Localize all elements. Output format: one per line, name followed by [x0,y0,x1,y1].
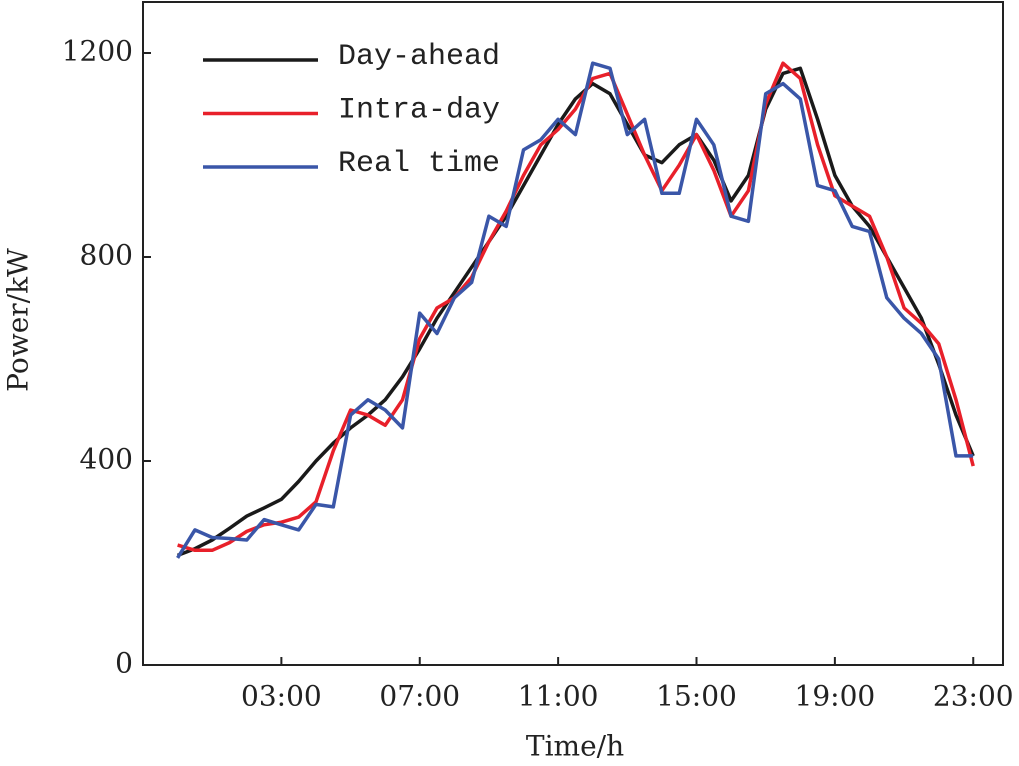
x-tick-label: 07:00 [379,680,460,713]
y-tick-label: 800 [80,239,133,272]
series-line [176,61,974,559]
x-tick-label: 15:00 [656,680,737,713]
y-tick-label: 400 [80,443,133,476]
x-tick-label: 19:00 [795,680,876,713]
legend-label: Day-ahead [338,40,500,74]
x-tick-label: 23:00 [933,680,1014,713]
series-line [176,66,975,558]
x-axis-label: Time/h [526,730,624,763]
y-axis-label: Power/kW [2,248,35,392]
x-tick-label: 11:00 [518,680,599,713]
legend-label: Intra-day [338,93,500,127]
x-tick-label: 03:00 [241,680,322,713]
plot-frame [142,1,1004,666]
legend-label: Real time [338,147,500,181]
y-tick-label: 1200 [62,35,133,68]
y-tick-label: 0 [115,647,133,680]
